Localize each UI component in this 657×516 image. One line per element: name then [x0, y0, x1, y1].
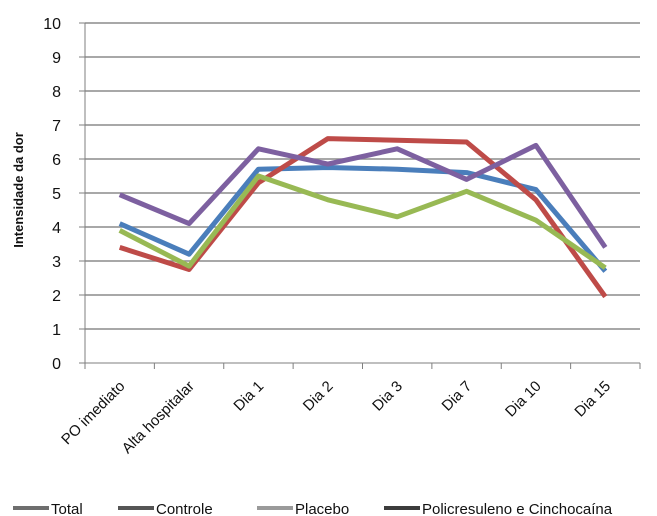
- x-tick-label: Dia 10: [502, 378, 545, 421]
- y-tick-label: 9: [52, 50, 61, 67]
- x-tick-label: PO imediato: [58, 378, 128, 448]
- series-line-2: [118, 173, 607, 270]
- y-tick-label: 3: [52, 254, 61, 271]
- legend-label: Placebo: [295, 501, 349, 516]
- series-lines: [118, 136, 608, 299]
- y-axis-title: Intensidade da dor: [11, 132, 26, 248]
- y-tick-label: 6: [52, 152, 61, 169]
- y-tick-label: 1: [52, 322, 61, 339]
- x-tick-label: Dia 3: [369, 378, 406, 415]
- x-tick-label: Dia 2: [300, 378, 337, 415]
- y-tick-label: 5: [52, 186, 61, 203]
- y-tick-label: 0: [52, 356, 61, 373]
- series-line-0: [118, 165, 608, 273]
- legend: Total Controle Placebo Policresuleno e Cinc…: [13, 501, 613, 516]
- legend-label: Total: [51, 501, 83, 516]
- x-tick-label: Dia 7: [439, 378, 476, 415]
- x-tick-label: Alta hospitalar: [119, 378, 198, 457]
- legend-label: Controle: [156, 501, 213, 516]
- x-tick-label: Dia 1: [230, 378, 267, 415]
- y-tick-label: 2: [52, 288, 61, 305]
- y-tick-label: 4: [52, 220, 61, 237]
- series-line-3: [118, 142, 608, 249]
- y-tick-label: 8: [52, 84, 61, 101]
- y-tick-label: 10: [43, 16, 61, 33]
- y-tick-label: 7: [52, 118, 61, 135]
- x-tick-label: Dia 15: [571, 378, 614, 421]
- legend-label: Policresuleno e Cinchocaína: [422, 501, 613, 516]
- y-tick-labels: 0 1 2 3 4 5 6 7 8 9 10: [43, 16, 85, 373]
